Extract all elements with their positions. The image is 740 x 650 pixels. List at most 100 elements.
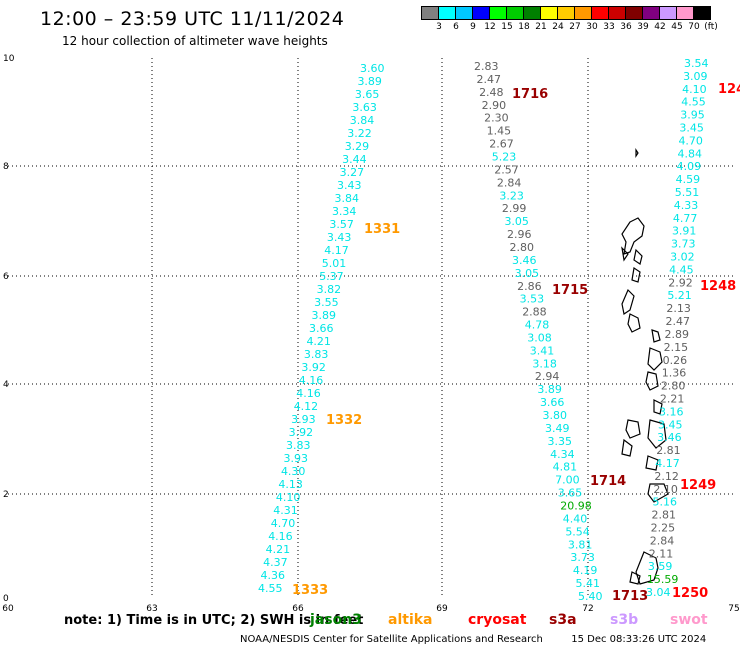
y-tick-label: 8	[3, 162, 9, 172]
wave-height-value: 5.51	[675, 186, 700, 199]
wave-height-value: 3.29	[345, 140, 370, 153]
wave-height-value: 3.83	[304, 348, 329, 361]
orbit-pass-label: 1249	[680, 478, 716, 493]
wave-height-value: 2.90	[482, 99, 507, 112]
axis-labels: 60 63 66 69 72 75 0 2 4 6 8 10	[2, 54, 739, 614]
orbit-pass-label: 1716	[512, 87, 548, 102]
wave-height-value: 4.17	[655, 457, 680, 470]
wave-height-value: 4.36	[261, 569, 286, 582]
wave-height-value: 3.63	[352, 101, 377, 114]
island-outline	[621, 217, 645, 255]
map-grid	[8, 58, 734, 598]
wave-height-value: 2.30	[484, 112, 509, 125]
orbit-pass-label: 1332	[326, 413, 362, 428]
wave-height-value: 3.93	[284, 452, 309, 465]
legend-swatch	[693, 6, 711, 20]
wave-height-value: 4.30	[281, 465, 306, 478]
wave-height-value: 3.81	[568, 538, 593, 551]
wave-height-value: 5.23	[492, 150, 517, 163]
wave-height-value: 4.10	[682, 83, 707, 96]
orbit-pass-labels: 1331 1332 1333 1716 1715 1714 1713 124 1248 1249 1…	[292, 82, 740, 604]
wave-height-value: 2.11	[649, 547, 674, 560]
y-tick-label: 4	[3, 380, 9, 390]
wave-height-value: 3.44	[342, 153, 367, 166]
wave-height-value: 3.92	[289, 426, 314, 439]
credit-text: NOAA/NESDIS Center for Satellite Applica…	[240, 634, 543, 645]
y-tick-label: 0	[3, 594, 9, 604]
wave-height-value: 3.05	[515, 267, 540, 280]
orbit-pass-label: 1250	[672, 586, 708, 601]
island-outline	[647, 419, 667, 449]
wave-height-value: 3.45	[658, 418, 683, 431]
x-tick-label: 63	[146, 604, 157, 614]
wave-height-value: 3.27	[340, 166, 365, 179]
satellite-legend-item: swot	[670, 612, 708, 628]
x-tick-label: 72	[582, 604, 593, 614]
wave-height-value: 2.12	[654, 470, 679, 483]
legend-label: 3	[436, 22, 442, 32]
wave-height-value: 4.37	[263, 556, 288, 569]
wave-height-value: 3.05	[504, 215, 529, 228]
wave-height-value: 15.59	[647, 573, 679, 586]
wave-height-value: 4.16	[296, 387, 321, 400]
legend-unit: (ft)	[704, 22, 718, 32]
wave-height-value: 4.55	[681, 96, 706, 109]
wave-height-value: 2.96	[507, 228, 531, 241]
legend-label: 6	[453, 22, 459, 32]
island-outline	[621, 438, 633, 457]
wave-height-value: 4.12	[294, 400, 319, 413]
island-outline	[633, 248, 643, 265]
wave-height-value: 2.57	[494, 163, 519, 176]
coastline-islands	[621, 148, 669, 585]
wave-height-value: 2.84	[650, 534, 675, 547]
wave-height-value: 2.99	[502, 202, 527, 215]
legend-label: 70	[688, 22, 700, 32]
island-outline	[631, 266, 641, 283]
credit-line: NOAA/NESDIS Center for Satellite Applica…	[240, 634, 706, 645]
wave-height-value: 3.59	[648, 560, 673, 573]
wave-height-value: 3.73	[570, 551, 595, 564]
wave-height-value: 3.92	[301, 361, 326, 374]
wave-height-value: 3.46	[512, 254, 537, 267]
legend-label: 9	[470, 22, 476, 32]
satellite-legend-item: altika	[388, 612, 433, 628]
wave-height-value: 2.48	[479, 86, 504, 99]
wave-height-value: 2.88	[522, 306, 547, 319]
wave-height-value: 3.80	[542, 409, 567, 422]
legend-label: 27	[569, 22, 581, 32]
wave-height-value: 2.13	[666, 302, 691, 315]
island-outline	[653, 399, 663, 415]
wave-height-value: 2.80	[510, 241, 535, 254]
wave-height-value: 4.55	[258, 582, 283, 595]
wave-height-value: 4.70	[271, 517, 296, 530]
wave-height-value: 1.45	[487, 125, 512, 138]
wave-height-value: 2.89	[665, 328, 690, 341]
orbit-pass-label: 1715	[552, 283, 588, 298]
wave-height-value: 3.02	[670, 251, 695, 264]
wave-height-value: 3.91	[672, 225, 697, 238]
wave-height-value: 5.16	[652, 496, 677, 509]
wave-height-value: 4.81	[553, 461, 578, 474]
legend-label: 33	[603, 22, 615, 32]
wave-height-value: 3.89	[312, 309, 337, 322]
island-outline	[621, 246, 629, 262]
wave-height-value: 4.13	[278, 478, 303, 491]
legend-label: 36	[620, 22, 632, 32]
legend-label: 24	[552, 22, 564, 32]
wave-height-value: 3.45	[679, 122, 704, 135]
wave-height-value: 2.81	[656, 444, 681, 457]
wave-height-value: 2.21	[660, 392, 685, 405]
wave-height-value: 5.40	[578, 590, 603, 603]
wave-height-value: 3.89	[537, 383, 562, 396]
x-tick-label: 75	[728, 604, 739, 614]
wave-height-value: 2.84	[497, 176, 521, 189]
x-tick-label: 60	[2, 604, 14, 614]
wave-height-value: 3.09	[683, 70, 708, 83]
wave-height-value: 3.08	[527, 331, 552, 344]
color-legend	[421, 6, 711, 20]
legend-label: 18	[518, 22, 530, 32]
legend-label: 42	[654, 22, 666, 32]
island-outline	[651, 329, 661, 343]
island-outline	[635, 551, 659, 585]
